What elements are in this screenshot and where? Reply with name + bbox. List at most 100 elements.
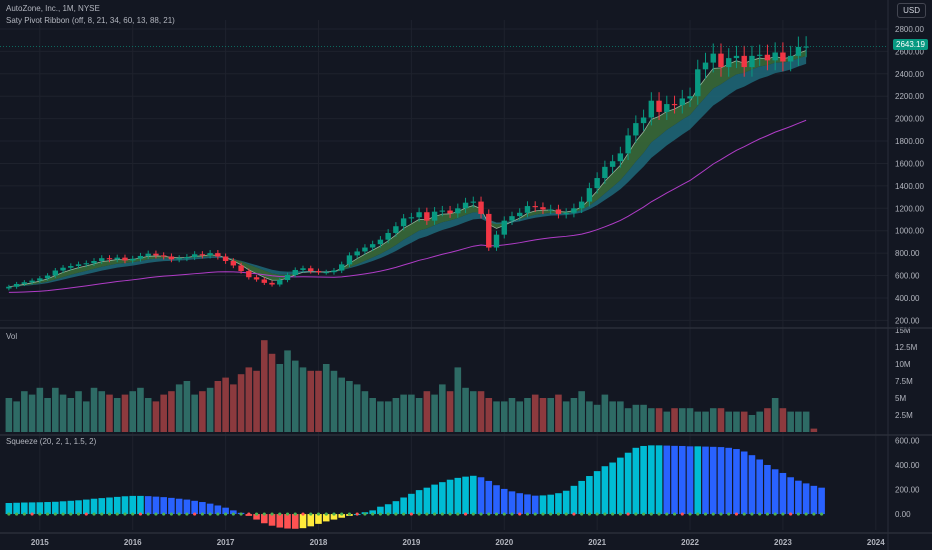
squeeze-dot xyxy=(177,512,181,516)
squeeze-bar xyxy=(67,500,75,515)
squeeze-bar xyxy=(586,476,593,515)
volume-bar xyxy=(617,401,624,432)
squeeze-bar xyxy=(508,491,516,515)
grid-lines xyxy=(0,20,888,530)
squeeze-pane-label[interactable]: Squeeze (20, 2, 1, 1.5, 2) xyxy=(6,437,97,446)
volume-bar xyxy=(175,384,183,432)
squeeze-bar xyxy=(75,500,82,515)
squeeze-bar xyxy=(59,501,67,515)
squeeze-dot xyxy=(533,512,537,516)
x-axis-label-2024: 2024 xyxy=(867,538,885,547)
volume-bar xyxy=(353,384,361,432)
squeeze-bar xyxy=(268,514,276,526)
candle xyxy=(586,188,593,202)
squeeze-bar xyxy=(771,469,779,515)
currency-button[interactable]: USD xyxy=(897,3,926,18)
volume-bar xyxy=(261,340,268,432)
volume-bar xyxy=(346,381,353,432)
volume-bar xyxy=(129,391,137,432)
squeeze-dot xyxy=(347,512,352,516)
volume-bar xyxy=(253,370,260,432)
squeeze-dot xyxy=(680,512,684,516)
squeeze-dot xyxy=(193,512,197,516)
squeeze-dot xyxy=(688,512,692,516)
squeeze-axis-tick-400: 400.00 xyxy=(895,461,920,470)
squeeze-dot xyxy=(332,512,336,516)
volume-bar xyxy=(36,387,44,432)
candle xyxy=(6,286,12,289)
squeeze-axis-tick-0: 0.00 xyxy=(895,510,911,519)
candle xyxy=(60,267,66,271)
squeeze-bar xyxy=(222,507,229,515)
candle xyxy=(578,201,585,209)
candle xyxy=(687,96,693,99)
squeeze-bar xyxy=(52,501,59,515)
squeeze-bar xyxy=(261,514,268,524)
squeeze-dot xyxy=(394,512,398,516)
volume-bar xyxy=(787,411,794,432)
x-axis-label-2015: 2015 xyxy=(31,538,49,547)
squeeze-bar xyxy=(431,484,438,515)
candle xyxy=(547,209,554,211)
squeeze-bar xyxy=(802,483,810,515)
volume-bar xyxy=(299,367,307,432)
candle xyxy=(184,257,190,259)
squeeze-dot xyxy=(618,512,622,516)
squeeze-dot xyxy=(378,512,383,516)
squeeze-bar xyxy=(183,499,191,515)
volume-bar xyxy=(106,394,113,432)
candle xyxy=(215,253,221,257)
squeeze-dot xyxy=(324,512,328,516)
candle xyxy=(29,280,35,283)
squeeze-bar xyxy=(315,514,322,524)
squeeze-bar xyxy=(253,514,260,520)
squeeze-bar xyxy=(756,459,763,515)
volume-bar xyxy=(237,374,245,432)
squeeze-dot xyxy=(185,512,189,516)
squeeze-bar xyxy=(562,490,570,515)
candle xyxy=(594,178,600,189)
volume-axis-tick-15: 15M xyxy=(895,326,911,335)
volume-bar xyxy=(570,398,578,432)
volume-bar xyxy=(578,391,585,432)
volume-bar xyxy=(191,394,198,432)
squeeze-bar xyxy=(214,505,222,515)
volume-bar xyxy=(539,398,547,432)
squeeze-bar xyxy=(694,446,702,515)
squeeze-dot xyxy=(30,512,34,516)
squeeze-dot xyxy=(518,512,522,516)
squeeze-dot xyxy=(734,512,739,516)
volume-bar xyxy=(663,411,671,432)
candle xyxy=(517,212,523,217)
squeeze-dot xyxy=(448,512,452,516)
candle xyxy=(13,283,20,287)
candle xyxy=(416,212,422,218)
squeeze-dot xyxy=(363,512,367,516)
candle xyxy=(563,212,569,214)
candle xyxy=(431,211,438,221)
volume-bar xyxy=(795,411,802,432)
squeeze-dot xyxy=(84,512,88,516)
volume-bar xyxy=(183,381,191,432)
squeeze-bar xyxy=(160,497,167,515)
ribbon-indicator-label[interactable]: Saty Pivot Ribbon (off, 8, 21, 34, 60, 1… xyxy=(6,16,175,25)
volume-bar xyxy=(547,398,554,432)
volume-bar xyxy=(423,391,431,432)
volume-pane-label[interactable]: Vol xyxy=(6,332,18,341)
price-axis-tick-2400: 2400.00 xyxy=(895,70,924,79)
x-axis-label-2019: 2019 xyxy=(402,538,420,547)
x-axis-label-2020: 2020 xyxy=(495,538,513,547)
squeeze-dot xyxy=(750,512,754,516)
squeeze-dot xyxy=(169,512,174,516)
squeeze-bar xyxy=(206,503,214,515)
squeeze-dot xyxy=(200,512,204,516)
candle xyxy=(137,255,144,259)
squeeze-bar xyxy=(524,494,531,515)
volume-bar xyxy=(98,391,106,432)
candle xyxy=(424,212,430,221)
candle xyxy=(486,213,492,248)
volume-axis-tick-7-5: 7.5M xyxy=(895,377,913,386)
squeeze-bar xyxy=(230,510,237,515)
squeeze-dot xyxy=(463,512,468,516)
